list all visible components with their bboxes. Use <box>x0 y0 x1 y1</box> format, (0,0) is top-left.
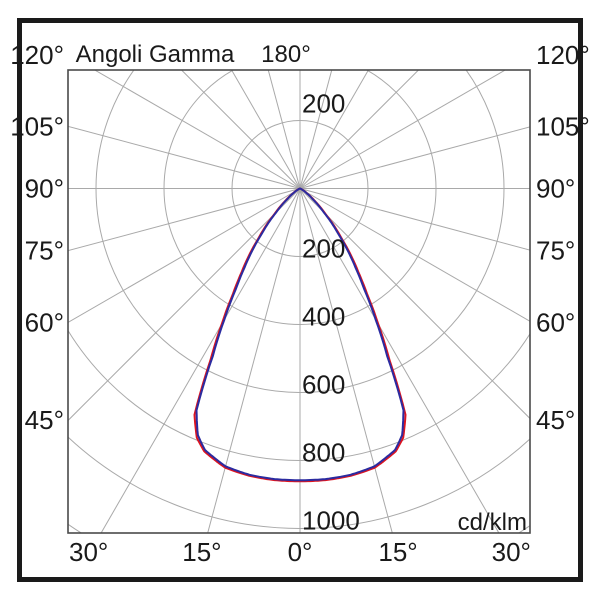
gamma-label-bottom-15: 15° <box>378 537 417 567</box>
gamma-label-bottom--30: 30° <box>69 537 108 567</box>
radial-tick-label-400: 400 <box>302 302 345 332</box>
grid-ray <box>207 188 301 533</box>
chart-title: Angoli Gamma <box>76 41 235 68</box>
grid-ray <box>299 70 333 189</box>
grid-ray <box>299 188 500 533</box>
gamma-label-left-45: 45° <box>25 405 64 435</box>
gamma-label-right-120: 120° <box>536 40 590 70</box>
gamma-label-right-45: 45° <box>536 405 575 435</box>
radial-tick-label-600: 600 <box>302 370 345 400</box>
intensity-curves-layer <box>193 187 407 483</box>
gamma-label-right-105: 105° <box>536 112 590 142</box>
grid-ray <box>68 188 301 252</box>
unit-label: cd/klm <box>458 509 527 536</box>
blue-curve-path <box>195 187 405 482</box>
radial-tick-label-top-200: 200 <box>302 89 345 119</box>
grid-ray <box>299 70 507 189</box>
grid-ray <box>299 70 369 189</box>
grid-ray <box>100 188 301 533</box>
grid-ray <box>231 70 301 189</box>
gamma-label-bottom--15: 15° <box>182 537 221 567</box>
gamma-label-left-90: 90° <box>25 174 64 204</box>
grid-ray <box>299 188 530 322</box>
axis-labels-layer: 120° 120° 105° 105° 90° 90° 75° 75° 60° 60° 45° 45°… <box>10 40 590 567</box>
grid-ray <box>68 125 301 189</box>
grid-ray <box>299 188 393 533</box>
grid-ray <box>68 188 301 324</box>
gamma-label-left-75: 75° <box>25 236 64 266</box>
grid-ray <box>267 70 301 189</box>
grid-ray <box>299 188 530 251</box>
gamma-label-bottom-30: 30° <box>492 537 531 567</box>
radial-tick-label-1000: 1000 <box>302 506 360 536</box>
grid-ray <box>299 188 530 420</box>
plot-border <box>67 69 531 534</box>
gamma-label-left-60: 60° <box>25 307 64 337</box>
gamma-label-right-60: 60° <box>536 307 575 337</box>
radial-tick-label-800: 800 <box>302 438 345 468</box>
grid-ray <box>299 126 530 189</box>
radial-tick-label-200: 200 <box>302 234 345 264</box>
gamma-label-right-90: 90° <box>536 174 575 204</box>
gamma-label-bottom-0: 0° <box>288 537 313 567</box>
grid-ray <box>93 70 301 189</box>
grid-ray <box>299 70 420 189</box>
gamma-label-right-75: 75° <box>536 236 575 266</box>
top-angle-label: 180° <box>261 41 311 68</box>
gamma-label-left-105: 105° <box>10 112 64 142</box>
grid-ray <box>68 188 301 422</box>
grid-ray <box>180 70 301 189</box>
gamma-label-left-120: 120° <box>10 40 64 70</box>
outer-frame <box>17 18 583 582</box>
